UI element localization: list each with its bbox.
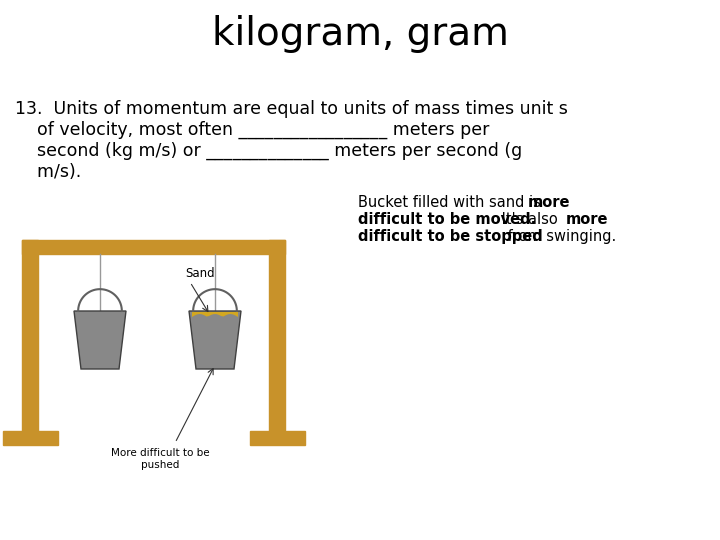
Bar (3, 431, 58, 445)
Bar (22, 240, 285, 254)
Text: kilogram, gram: kilogram, gram (212, 15, 508, 53)
Bar (269, 240, 285, 431)
Text: from swinging.: from swinging. (503, 229, 616, 244)
Text: second (kg m/s) or ______________ meters per second (g: second (kg m/s) or ______________ meters… (15, 142, 522, 160)
Text: Sand: Sand (185, 267, 215, 280)
Text: more: more (528, 195, 571, 210)
Text: of velocity, most often _________________ meters per: of velocity, most often ________________… (15, 121, 490, 139)
Text: More difficult to be
pushed: More difficult to be pushed (111, 448, 210, 470)
Polygon shape (74, 311, 126, 369)
Bar (22, 240, 38, 431)
Text: more: more (566, 212, 608, 227)
Polygon shape (189, 311, 241, 369)
Text: It's also: It's also (497, 212, 562, 227)
Text: 13.  Units of momentum are equal to units of mass times unit s: 13. Units of momentum are equal to units… (15, 100, 568, 118)
Text: m/s).: m/s). (15, 163, 81, 181)
Polygon shape (77, 312, 123, 368)
Polygon shape (192, 312, 238, 317)
Text: Bucket filled with sand is: Bucket filled with sand is (358, 195, 546, 210)
Text: difficult to be stopped: difficult to be stopped (358, 229, 543, 244)
Polygon shape (192, 312, 238, 368)
Bar (250, 431, 305, 445)
Text: difficult to be moved.: difficult to be moved. (358, 212, 536, 227)
